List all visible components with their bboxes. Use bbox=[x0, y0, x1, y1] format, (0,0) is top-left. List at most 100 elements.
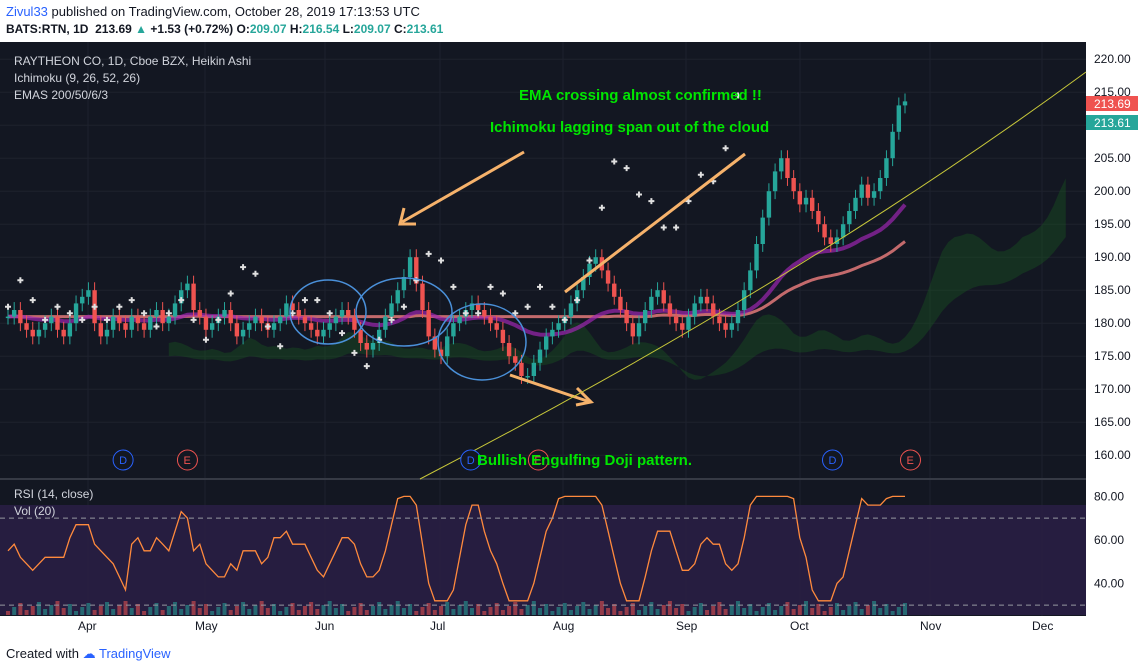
volume-bar bbox=[834, 603, 839, 615]
lagging-cross bbox=[635, 191, 642, 198]
volume-bar bbox=[457, 605, 462, 615]
volume-bar bbox=[667, 601, 672, 615]
volume-bar bbox=[364, 610, 369, 615]
candle-body bbox=[902, 101, 908, 106]
lagging-cross bbox=[487, 283, 494, 290]
price-tick-label: 185.00 bbox=[1094, 283, 1131, 297]
volume-bar bbox=[36, 602, 41, 615]
volume-bar bbox=[773, 610, 778, 615]
candle-body bbox=[30, 329, 35, 337]
candle-body bbox=[624, 310, 629, 324]
candle-body bbox=[110, 316, 116, 330]
price-tick-label: 165.00 bbox=[1094, 415, 1131, 429]
lagging-cross bbox=[29, 297, 36, 304]
volume-bar bbox=[401, 608, 406, 615]
candle-body bbox=[247, 323, 252, 330]
lagging-cross bbox=[153, 323, 160, 330]
publisher-link[interactable]: Zivul33 bbox=[6, 4, 48, 19]
volume-bar bbox=[309, 602, 314, 615]
price-tick-label: 195.00 bbox=[1094, 217, 1131, 231]
candle-body bbox=[98, 323, 103, 337]
lagging-cross bbox=[400, 303, 407, 310]
volume-bar bbox=[111, 609, 116, 615]
candle-body bbox=[568, 303, 574, 317]
candle-body bbox=[277, 316, 283, 324]
candle-body bbox=[191, 283, 196, 310]
lagging-cross bbox=[165, 310, 172, 317]
candle-body bbox=[253, 316, 258, 324]
volume-bar bbox=[315, 609, 320, 615]
volume-bar bbox=[865, 605, 870, 615]
volume-bar bbox=[253, 605, 258, 615]
lagging-cross bbox=[91, 303, 98, 310]
volume-bar bbox=[6, 611, 10, 615]
volume-bar bbox=[278, 611, 283, 615]
candle-body bbox=[500, 329, 506, 343]
candle-body bbox=[302, 316, 308, 324]
candle-body bbox=[748, 270, 753, 291]
candle-body bbox=[686, 316, 691, 330]
rsi-tick-label: 60.00 bbox=[1094, 533, 1124, 547]
volume-bar bbox=[451, 609, 456, 615]
volume-bar bbox=[878, 608, 883, 615]
volume-bar bbox=[321, 605, 326, 615]
volume-bar bbox=[216, 607, 221, 615]
lagging-cross bbox=[79, 316, 86, 323]
candle-body bbox=[240, 329, 246, 337]
volume-bar bbox=[154, 603, 159, 615]
lagging-cross bbox=[363, 363, 370, 370]
volume-bar bbox=[717, 602, 722, 615]
candle-body bbox=[853, 197, 858, 211]
candle-body bbox=[475, 303, 481, 310]
tradingview-brand[interactable]: TradingView bbox=[99, 646, 171, 661]
volume-bar bbox=[593, 605, 598, 615]
lagging-cross bbox=[264, 323, 271, 330]
price-label-upper: 213.69 bbox=[1094, 97, 1131, 111]
volume-bar bbox=[841, 610, 846, 615]
price-chart[interactable]: RAYTHEON CO, 1D, Cboe BZX, Heikin Ashi I… bbox=[0, 42, 1145, 636]
lagging-cross bbox=[215, 316, 222, 323]
price-tick-label: 215.00 bbox=[1094, 85, 1131, 99]
candle-body bbox=[680, 323, 685, 330]
volume-bar bbox=[327, 601, 332, 615]
candle-body bbox=[859, 184, 864, 198]
low-label: L: bbox=[342, 22, 354, 36]
volume-bar bbox=[104, 602, 109, 615]
volume-bar bbox=[228, 610, 233, 615]
trend-line bbox=[564, 152, 746, 294]
created-with: Created with bbox=[6, 646, 79, 661]
time-tick-label: Sep bbox=[676, 619, 698, 633]
volume-bar bbox=[210, 611, 215, 615]
lagging-cross bbox=[598, 204, 605, 211]
last-price: 213.69 bbox=[95, 22, 132, 36]
volume-bar bbox=[599, 601, 604, 615]
time-axis[interactable]: Apr May Jun Jul Aug Sep Oct Nov Dec bbox=[0, 616, 1086, 636]
volume-bar bbox=[692, 607, 697, 615]
volume-bar bbox=[222, 603, 227, 615]
lagging-cross bbox=[190, 316, 197, 323]
candle-body bbox=[587, 263, 592, 277]
volume-bar bbox=[519, 609, 524, 615]
volume-bar bbox=[828, 607, 833, 615]
lagging-cross bbox=[351, 349, 358, 356]
volume-bar bbox=[420, 607, 425, 615]
candle-body bbox=[395, 290, 400, 304]
candle-body bbox=[544, 336, 549, 350]
volume-bar bbox=[302, 606, 307, 615]
candle-body bbox=[327, 323, 332, 330]
lagging-cross bbox=[561, 316, 568, 323]
volume-bar bbox=[333, 608, 338, 615]
candle-body bbox=[574, 290, 580, 304]
candle-body bbox=[135, 316, 141, 324]
candle-body bbox=[49, 316, 54, 324]
volume-bar bbox=[148, 607, 153, 615]
volume-bar bbox=[123, 601, 128, 615]
vol-legend: Vol (20) bbox=[14, 504, 55, 518]
volume-bar bbox=[575, 606, 580, 615]
candle-body bbox=[649, 296, 654, 310]
candle-body bbox=[129, 316, 134, 330]
volume-bars bbox=[6, 601, 907, 615]
ichimoku-annotation: Ichimoku lagging span out of the cloud bbox=[490, 119, 769, 136]
candle-body bbox=[717, 316, 722, 324]
candle-body bbox=[661, 290, 666, 304]
